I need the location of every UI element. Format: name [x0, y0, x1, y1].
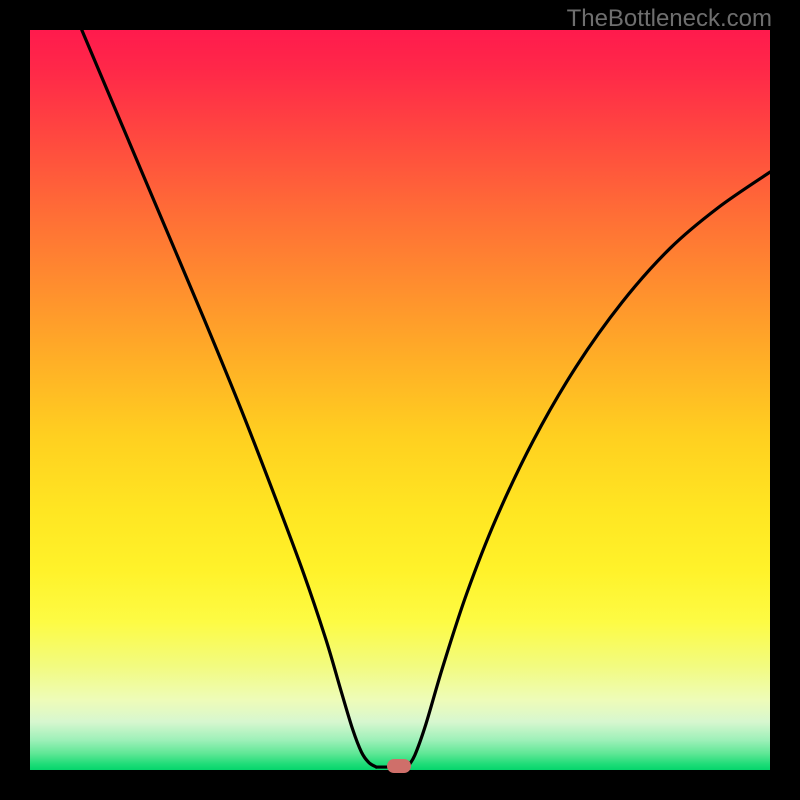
plot-area: [30, 30, 770, 770]
optimum-marker: [387, 759, 411, 773]
gradient-background: [30, 30, 770, 770]
watermark-text: TheBottleneck.com: [567, 5, 772, 33]
chart-frame: TheBottleneck.com: [0, 0, 800, 800]
